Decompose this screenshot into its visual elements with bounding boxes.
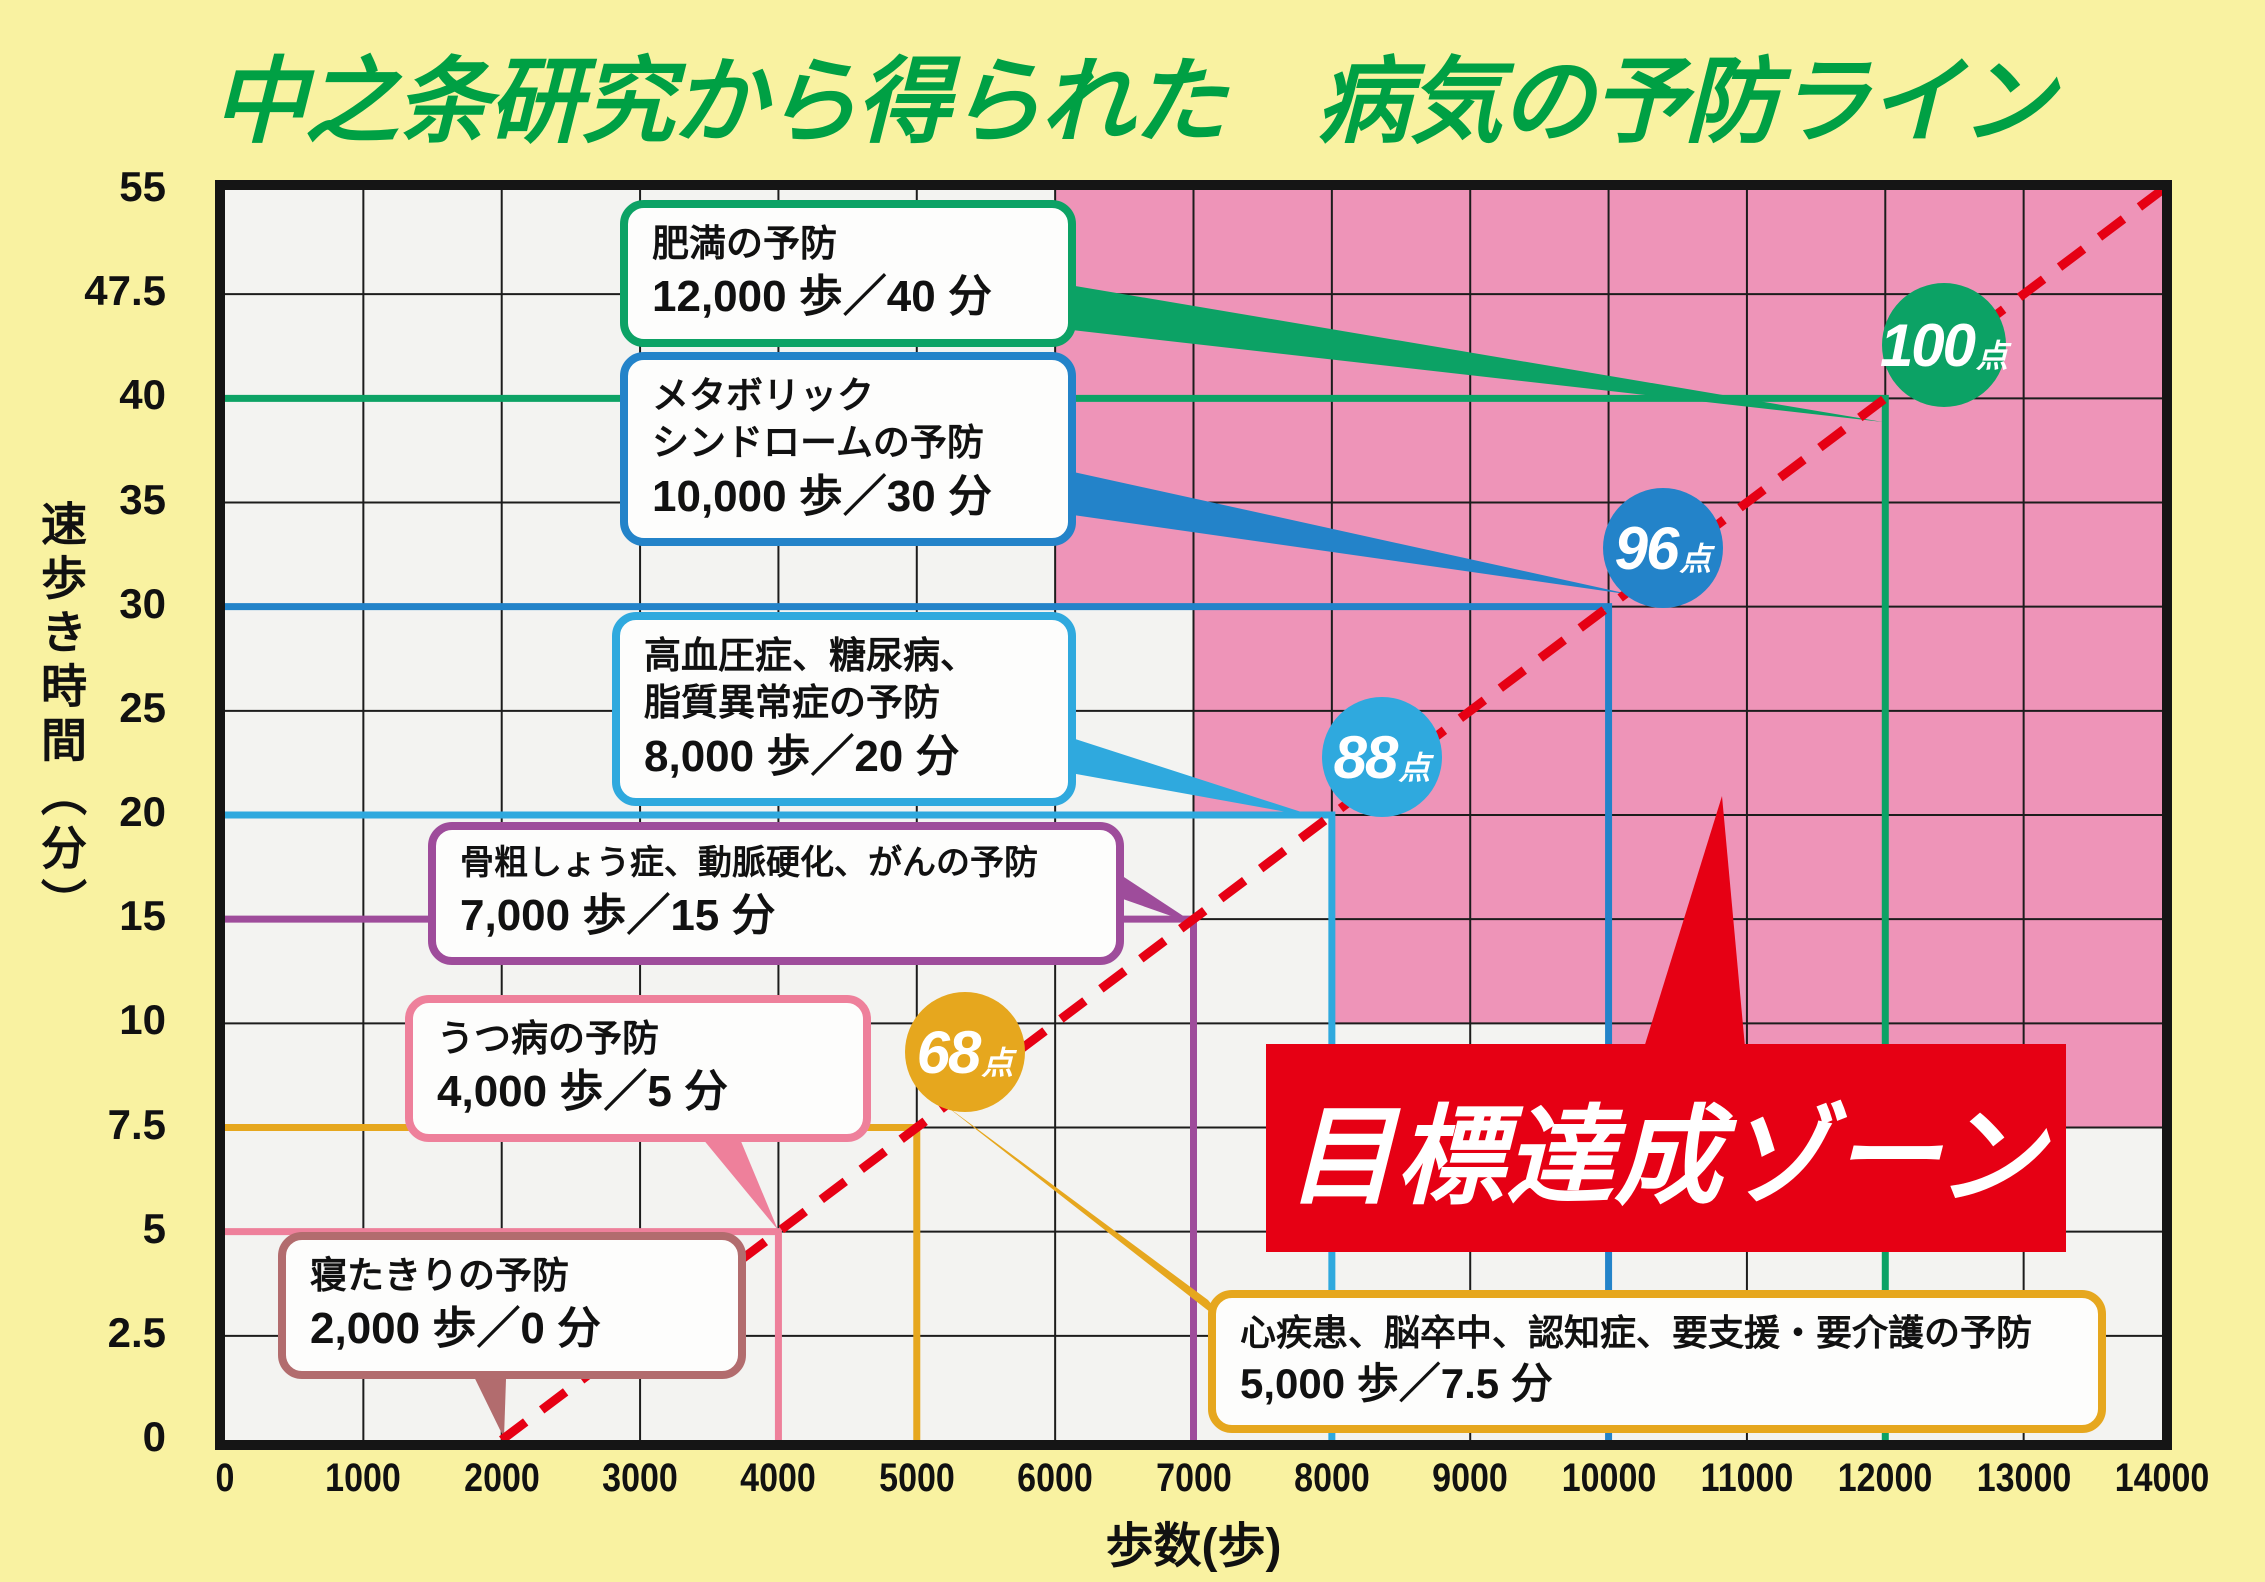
callout-heart-value: 5,000 歩／7.5 分 — [1240, 1360, 1553, 1408]
callout-heart-title: 心疾患、脳卒中、認知症、要支援・要介護の予防 — [1240, 1312, 2033, 1353]
y-tick-40: 40 — [119, 371, 166, 419]
x-tick-1000: 1000 — [325, 1456, 402, 1500]
score-badge-88: 88 点 — [1322, 697, 1442, 817]
callout-depression-title: うつ病の予防 — [437, 1018, 659, 1059]
callout-pointer-orange — [941, 1102, 1233, 1330]
callout-obesity-value: 12,000 歩／40 分 — [652, 272, 992, 322]
callout-pointer-blue — [1010, 458, 1633, 595]
callout-pointer-teal — [1010, 718, 1320, 818]
x-tick-10000: 10000 — [1561, 1456, 1656, 1500]
callout-hypertension: 高血圧症、糖尿病、 脂質異常症の予防 8,000 歩／20 分 — [612, 612, 1076, 807]
callout-depression: うつ病の予防 4,000 歩／5 分 — [405, 995, 871, 1142]
goal-zone-banner: 目標達成ゾーン — [1266, 1044, 2066, 1252]
x-tick-5000: 5000 — [878, 1456, 955, 1500]
score-badge-96-unit: 点 — [1679, 541, 1712, 577]
y-tick-0: 0 — [142, 1413, 166, 1460]
score-badge-100: 100 点 — [1879, 283, 2009, 407]
callout-pointer-pink — [683, 1115, 778, 1230]
y-tick-47.5: 47.5 — [84, 267, 166, 315]
callout-metabolic: メタボリック シンドロームの予防 10,000 歩／30 分 — [620, 352, 1076, 547]
x-tick-12000: 12000 — [1838, 1456, 1933, 1500]
x-tick-4000: 4000 — [740, 1456, 817, 1500]
callout-metabolic-value: 10,000 歩／30 分 — [652, 471, 992, 521]
x-tick-2000: 2000 — [463, 1456, 540, 1500]
callout-bedridden-title: 寝たきりの予防 — [310, 1255, 569, 1296]
x-tick-13000: 13000 — [1976, 1456, 2071, 1500]
callout-depression-value: 4,000 歩／5 分 — [437, 1067, 729, 1117]
callout-obesity: 肥満の予防 12,000 歩／40 分 — [620, 200, 1076, 347]
score-badge-68: 68 点 — [905, 992, 1025, 1112]
callout-metabolic-title-2: シンドロームの予防 — [652, 422, 984, 464]
callout-osteoporosis: 骨粗しょう症、動脈硬化、がんの予防 7,000 歩／15 分 — [428, 822, 1124, 965]
y-tick-10: 10 — [119, 996, 166, 1044]
score-badge-68-unit: 点 — [981, 1045, 1014, 1081]
callout-osteoporosis-value: 7,000 歩／15 分 — [460, 890, 776, 940]
page-title: 中之条研究から得られた 病気の予防ライン — [212, 49, 2054, 154]
y-tick-25: 25 — [119, 683, 166, 731]
callout-pointer-green — [1010, 275, 1883, 422]
x-tick-7000: 7000 — [1155, 1456, 1232, 1500]
y-tick-2.5: 2.5 — [107, 1308, 166, 1356]
score-badge-88-number: 88 — [1333, 723, 1399, 791]
callout-hypertension-title-2: 脂質異常症の予防 — [644, 682, 940, 724]
callout-bedridden-value: 2,000 歩／0 分 — [310, 1304, 602, 1354]
x-tick-9000: 9000 — [1432, 1456, 1509, 1500]
callout-osteoporosis-title: 骨粗しょう症、動脈硬化、がんの予防 — [460, 844, 1038, 882]
y-tick-15: 15 — [119, 892, 166, 940]
x-tick-3000: 3000 — [602, 1456, 678, 1500]
x-axis-title: 歩数(歩) — [1105, 1520, 1282, 1573]
callout-bedridden: 寝たきりの予防 2,000 歩／0 分 — [278, 1232, 746, 1379]
callout-heart: 心疾患、脳卒中、認知症、要支援・要介護の予防 5,000 歩／7.5 分 — [1208, 1290, 2106, 1433]
y-axis-title: 速歩き時間（分） — [35, 500, 87, 932]
callout-hypertension-value: 8,000 歩／20 分 — [644, 731, 960, 781]
y-tick-55: 55 — [119, 163, 166, 210]
y-tick-20: 20 — [119, 788, 166, 835]
y-tick-7.5: 7.5 — [107, 1100, 166, 1148]
score-badge-100-number: 100 — [1879, 311, 1976, 379]
score-badge-68-number: 68 — [916, 1018, 982, 1086]
y-tick-30: 30 — [119, 579, 166, 627]
callout-metabolic-title-1: メタボリック — [652, 375, 874, 416]
callout-hypertension-title-1: 高血圧症、糖尿病、 — [644, 635, 977, 676]
x-tick-8000: 8000 — [1294, 1456, 1370, 1500]
score-badge-96: 96 点 — [1603, 488, 1723, 608]
callout-pointer-red — [1634, 796, 1748, 1080]
x-tick-6000: 6000 — [1017, 1456, 1093, 1500]
score-badge-100-unit: 点 — [1976, 338, 2009, 374]
x-tick-0: 0 — [215, 1456, 235, 1500]
score-badge-88-unit: 点 — [1398, 750, 1431, 786]
x-tick-14000: 14000 — [2114, 1456, 2210, 1500]
y-tick-35: 35 — [119, 475, 166, 523]
threshold-line-depression — [225, 1228, 782, 1440]
callout-obesity-title: 肥満の予防 — [652, 223, 837, 264]
score-badge-96-number: 96 — [1614, 514, 1680, 582]
x-tick-11000: 11000 — [1700, 1456, 1794, 1500]
y-tick-5: 5 — [142, 1204, 166, 1252]
